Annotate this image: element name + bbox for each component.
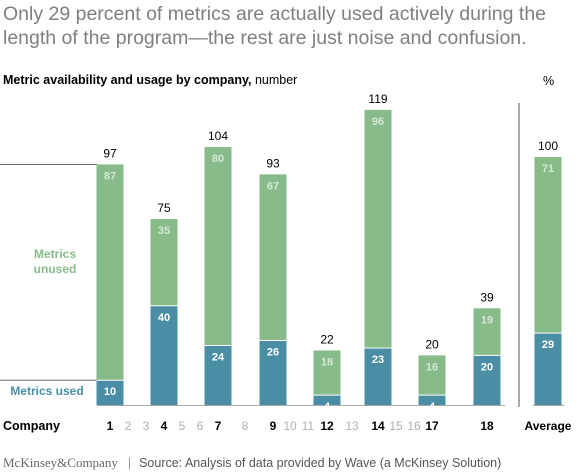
x-tick-label-2: 2 <box>125 419 132 433</box>
data-label-total-7: 104 <box>208 129 228 143</box>
x-tick-label-13: 13 <box>345 419 359 433</box>
x-tick-label-5: 5 <box>179 419 186 433</box>
data-label-used-18: 20 <box>481 361 493 373</box>
x-tick-label-17: 17 <box>425 419 439 433</box>
data-label-unused-average: 71 <box>542 163 554 175</box>
mckinsey-logo: McKinsey&Company <box>3 455 118 470</box>
bar-unused-4 <box>150 219 178 306</box>
bar-used-14 <box>364 347 392 405</box>
x-tick-label-10: 10 <box>283 419 297 433</box>
data-label-total-17: 20 <box>425 337 439 351</box>
x-tick-label-6: 6 <box>197 419 204 433</box>
x-tick-label-14: 14 <box>371 419 385 433</box>
data-label-unused-7: 80 <box>212 153 224 165</box>
chart-unit: number <box>254 73 298 87</box>
data-label-total-12: 22 <box>320 332 334 346</box>
x-tick-label-12: 12 <box>320 419 334 433</box>
bar-unused-14 <box>364 109 392 348</box>
data-label-total-4: 75 <box>157 201 171 215</box>
bar-used-18 <box>473 355 501 405</box>
x-tick-label-1: 1 <box>107 419 114 433</box>
data-label-used-17: 4 <box>429 401 436 413</box>
data-label-total-14: 119 <box>368 92 387 106</box>
x-tick-label-9: 9 <box>270 419 277 433</box>
data-label-used-average: 29 <box>542 339 554 351</box>
source-note: Source: Analysis of data provided by Wav… <box>139 456 502 470</box>
data-label-used-4: 40 <box>158 312 170 324</box>
x-tick-label-3: 3 <box>143 419 150 433</box>
bar-unused-average <box>534 157 562 334</box>
data-label-total-average: 100 <box>538 139 558 153</box>
legend-unused-label-line2: unused <box>34 262 77 276</box>
bar-unused-9 <box>259 174 287 341</box>
legend-used-label: Metrics used <box>10 384 83 398</box>
bar-used-12 <box>313 395 341 405</box>
data-label-used-12: 4 <box>324 401 331 413</box>
x-tick-label-7: 7 <box>215 419 222 433</box>
data-label-used-14: 23 <box>372 354 384 366</box>
bar-used-average <box>534 333 562 405</box>
data-label-total-18: 39 <box>480 290 494 304</box>
headline: Only 29 percent of metrics are actually … <box>3 3 547 49</box>
data-label-unused-4: 35 <box>158 225 170 237</box>
bar-used-4 <box>150 305 178 405</box>
bar-used-1 <box>96 380 124 405</box>
data-label-used-1: 10 <box>104 386 116 398</box>
footer: McKinsey&Company | Source: Analysis of dat… <box>3 455 501 471</box>
data-label-unused-17: 16 <box>426 361 438 373</box>
chart-subtitle: Metric availability and usage by company… <box>3 73 297 87</box>
x-tick-label-11: 11 <box>302 419 315 433</box>
data-label-total-1: 97 <box>103 146 117 160</box>
x-tick-label-18: 18 <box>480 419 494 433</box>
data-label-unused-9: 67 <box>267 180 279 192</box>
bar-used-7 <box>204 345 232 405</box>
legend-unused-label-line1: Metrics <box>34 247 76 261</box>
data-label-unused-12: 18 <box>321 356 333 368</box>
footer-divider: | <box>127 456 132 470</box>
x-tick-label-15: 15 <box>389 419 403 433</box>
x-axis-title: Company <box>3 419 60 433</box>
data-label-unused-1: 87 <box>104 170 116 182</box>
bar-used-17 <box>418 395 446 405</box>
bar-unused-17 <box>418 355 446 396</box>
bar-unused-1 <box>96 164 124 381</box>
x-tick-label-16: 16 <box>407 419 421 433</box>
bar-unused-7 <box>204 147 232 346</box>
x-tick-label-4: 4 <box>161 419 168 433</box>
bar-unused-12 <box>313 350 341 396</box>
bar-used-9 <box>259 340 287 405</box>
data-label-unused-14: 96 <box>372 116 384 128</box>
x-tick-label-8: 8 <box>242 419 249 433</box>
x-tick-label-average: Average <box>525 419 572 433</box>
bar-unused-18 <box>473 308 501 356</box>
chart-title: Metric availability and usage by company… <box>3 73 252 87</box>
data-label-used-7: 24 <box>212 351 225 363</box>
data-label-used-9: 26 <box>267 347 279 359</box>
average-unit-label: % <box>543 74 555 88</box>
data-label-total-9: 93 <box>266 156 280 170</box>
data-label-unused-18: 19 <box>481 314 493 326</box>
